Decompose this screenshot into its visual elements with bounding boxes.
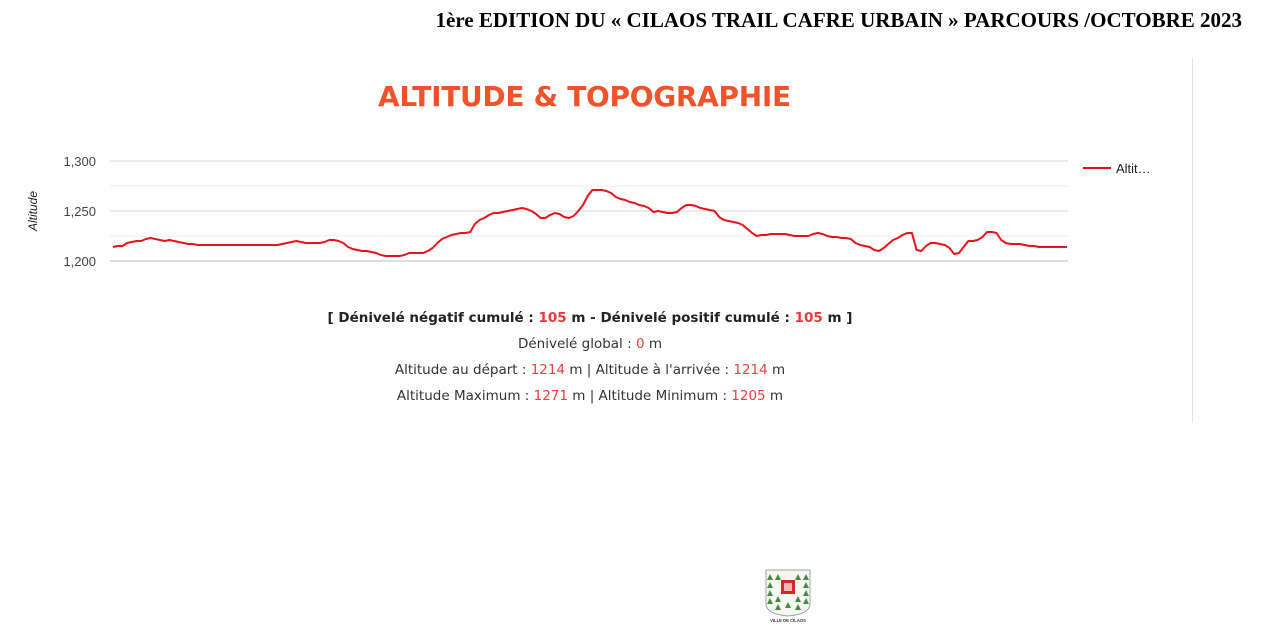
series-layer	[112, 189, 1067, 257]
close-bracket: m ]	[822, 310, 853, 326]
start-label: Altitude au départ :	[394, 362, 531, 378]
document-header: 1ère EDITION DU « CILAOS TRAIL CAFRE URB…	[435, 8, 1242, 32]
min-unit: m	[765, 388, 784, 404]
y-tick-label: 1,300	[63, 154, 96, 169]
global-label: Dénivelé global :	[517, 336, 636, 352]
end-unit: m	[767, 362, 786, 378]
y-axis-ticks: 1,200 1,250 1,300	[63, 154, 96, 269]
global-elevation-line: Dénivelé global : 0 m	[0, 331, 1180, 357]
y-axis-title: Altitude	[26, 191, 40, 232]
pos-elevation-value: 105	[794, 310, 823, 326]
start-altitude-value: 1214	[530, 362, 566, 378]
chart-legend[interactable]: Altit…	[1083, 161, 1151, 176]
end-altitude-value: 1214	[733, 362, 768, 378]
start-end-altitude-line: Altitude au départ : 1214 m | Altitude à…	[0, 357, 1180, 383]
vertical-divider	[1192, 58, 1193, 423]
pos-label: m - Dénivelé positif cumulé :	[566, 310, 795, 326]
cilaos-logo: VILLE DE CILAOS	[765, 569, 811, 623]
min-label: m | Altitude Minimum :	[567, 388, 732, 404]
elevation-stats: [ Dénivelé négatif cumulé : 105 m - Déni…	[0, 305, 1180, 409]
chart-gridlines	[110, 160, 1068, 262]
min-altitude-value: 1205	[731, 388, 766, 404]
max-label: Altitude Maximum :	[396, 388, 534, 404]
y-tick-label: 1,200	[63, 254, 96, 269]
chart-title: ALTITUDE & TOPOGRAPHIE	[378, 80, 791, 113]
neg-label: [ Dénivelé négatif cumulé :	[327, 310, 539, 326]
altitude-series-line	[112, 189, 1067, 257]
y-tick-label: 1,250	[63, 204, 96, 219]
legend-label[interactable]: Altit…	[1116, 161, 1151, 176]
max-min-altitude-line: Altitude Maximum : 1271 m | Altitude Min…	[0, 383, 1180, 409]
neg-elevation-value: 105	[538, 310, 567, 326]
global-elevation-value: 0	[635, 336, 645, 352]
global-unit: m	[644, 336, 662, 352]
cumulative-elevation-line: [ Dénivelé négatif cumulé : 105 m - Déni…	[0, 305, 1180, 331]
logo-caption: VILLE DE CILAOS	[770, 618, 806, 623]
end-label: m | Altitude à l'arrivée :	[565, 362, 734, 378]
max-altitude-value: 1271	[533, 388, 568, 404]
